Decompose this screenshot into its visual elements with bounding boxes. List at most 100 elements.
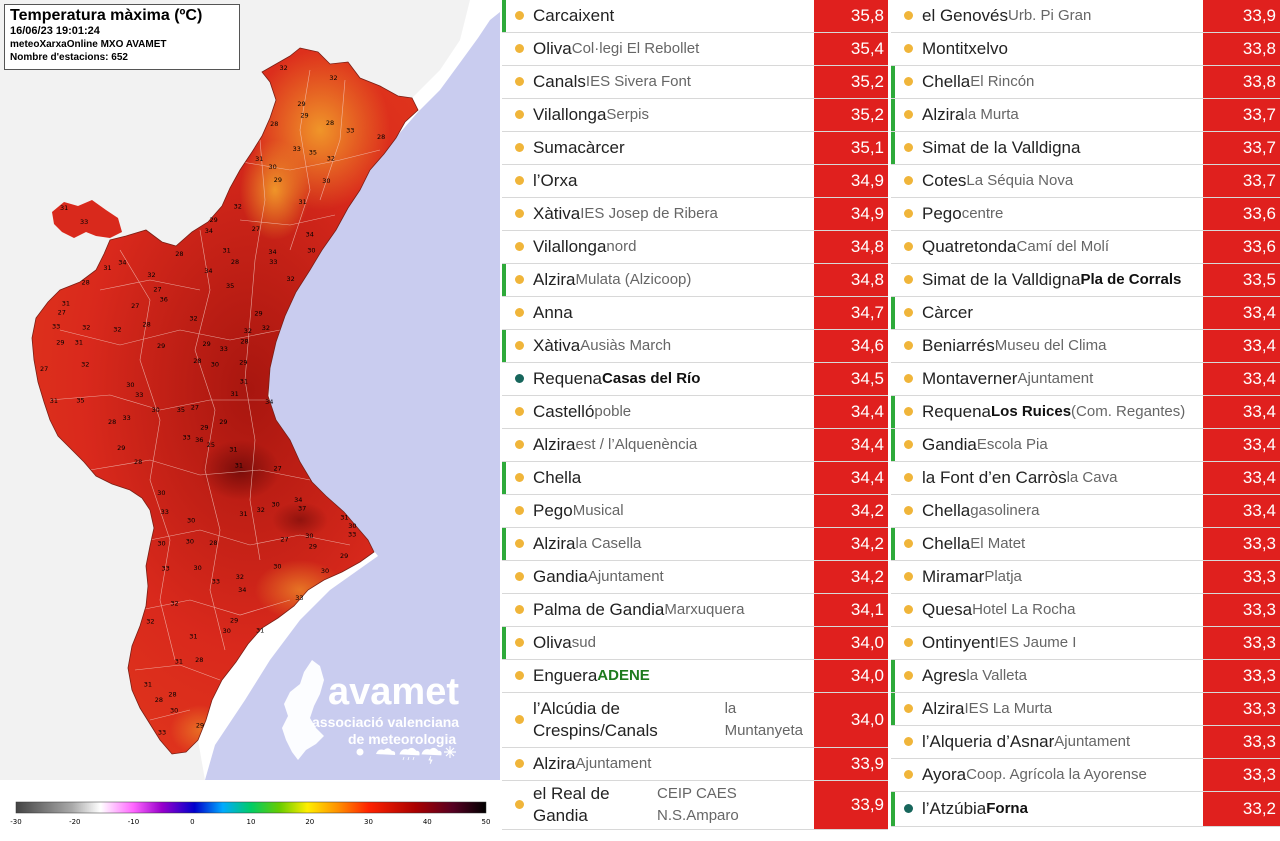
station-row[interactable]: l’Orxa 34,9 <box>502 165 888 198</box>
station-value-label: 29 <box>203 340 211 348</box>
station-name-cell: Cotes La Séquia Nova <box>891 165 1203 197</box>
station-value-label: 34 <box>238 586 246 594</box>
station-row[interactable]: Requena Casas del Río 34,5 <box>502 363 888 396</box>
station-row[interactable]: Requena Los Ruices (Com. Regantes) 33,4 <box>891 396 1280 429</box>
station-row[interactable]: Carcaixent 35,8 <box>502 0 888 33</box>
station-row[interactable]: Vilallonga nord 34,8 <box>502 231 888 264</box>
station-name: Xàtiva <box>533 204 581 223</box>
station-value-label: 29 <box>230 616 238 624</box>
station-name: Chella <box>922 72 971 91</box>
station-row[interactable]: Alzira est / l’Alquenència 34,4 <box>502 429 888 462</box>
station-row[interactable]: Quesa Hotel La Rocha 33,3 <box>891 594 1280 627</box>
station-row[interactable]: Ayora Coop. Agrícola la Ayorense 33,3 <box>891 759 1280 792</box>
station-value-label: 31 <box>255 155 263 163</box>
station-row[interactable]: la Font d’en Carròs la Cava 33,4 <box>891 462 1280 495</box>
station-row[interactable]: Alzira la Casella 34,2 <box>502 528 888 561</box>
station-row[interactable]: Simat de la Valldigna 33,7 <box>891 132 1280 165</box>
station-row[interactable]: Agres la Valleta 33,3 <box>891 660 1280 693</box>
station-row[interactable]: Chella 34,4 <box>502 462 888 495</box>
temperature-value: 35,4 <box>814 33 888 65</box>
station-row[interactable]: Ontinyent IES Jaume I 33,3 <box>891 627 1280 660</box>
station-row[interactable]: Montaverner Ajuntament 33,4 <box>891 363 1280 396</box>
station-name: Alzira <box>533 270 576 289</box>
station-name-cell: Alzira IES La Murta <box>891 693 1203 725</box>
temperature-value: 33,6 <box>1203 231 1280 263</box>
station-row[interactable]: Chella El Matet 33,3 <box>891 528 1280 561</box>
station-value-label: 28 <box>209 539 217 547</box>
station-row[interactable]: Vilallonga Serpis 35,2 <box>502 99 888 132</box>
station-row[interactable]: Anna 34,7 <box>502 297 888 330</box>
station-status-dot-icon <box>904 538 913 548</box>
station-row[interactable]: Montitxelvo 33,8 <box>891 33 1280 66</box>
station-row[interactable]: Palma de Gandia Marxuquera 34,1 <box>502 594 888 627</box>
station-row[interactable]: Beniarrés Museu del Clima 33,4 <box>891 330 1280 363</box>
station-status-dot-icon <box>515 439 524 449</box>
station-subname: CEIP CAES N.S.Amparo <box>657 785 739 824</box>
weather-icons <box>356 746 456 765</box>
temperature-value: 34,5 <box>814 363 888 395</box>
scale-tick-label: 10 <box>247 818 256 826</box>
temperature-value: 33,7 <box>1203 99 1280 131</box>
station-row[interactable]: Xàtiva Ausiàs March 34,6 <box>502 330 888 363</box>
station-row[interactable]: Castelló poble 34,4 <box>502 396 888 429</box>
station-row[interactable]: el Real de Gandia CEIP CAES N.S.Amparo 33… <box>502 781 888 830</box>
station-row[interactable]: Cotes La Séquia Nova 33,7 <box>891 165 1280 198</box>
station-value-label: 33 <box>293 145 301 153</box>
station-status-dot-icon <box>515 670 524 680</box>
temperature-value: 33,6 <box>1203 198 1280 230</box>
station-value-label: 34 <box>118 258 126 266</box>
station-value-label: 32 <box>327 155 335 163</box>
station-row[interactable]: Canals IES Sivera Font 35,2 <box>502 66 888 99</box>
station-row[interactable]: el Genovés Urb. Pi Gran 33,9 <box>891 0 1280 33</box>
station-value-label: 29 <box>219 418 227 426</box>
station-row[interactable]: Gandia Escola Pia 33,4 <box>891 429 1280 462</box>
station-subname: Escola Pia <box>976 436 1048 453</box>
station-row[interactable]: Alzira la Murta 33,7 <box>891 99 1280 132</box>
station-name-cell: l’Atzúbia Forna <box>891 792 1203 826</box>
scale-tick-label: -10 <box>128 818 139 826</box>
station-status-dot-icon <box>515 799 524 809</box>
station-name-cell: l’Orxa <box>502 165 814 197</box>
station-row[interactable]: l’Alqueria d’Asnar Ajuntament 33,3 <box>891 726 1280 759</box>
station-status-dot-icon <box>515 604 524 614</box>
station-row[interactable]: Pego centre 33,6 <box>891 198 1280 231</box>
brand-line-1: associació valenciana <box>312 714 459 730</box>
station-value-label: 34 <box>205 227 213 235</box>
station-row[interactable]: Gandia Ajuntament 34,2 <box>502 561 888 594</box>
station-row[interactable]: Alzira Ajuntament 33,9 <box>502 748 888 781</box>
station-row[interactable]: Xàtiva IES Josep de Ribera 34,9 <box>502 198 888 231</box>
station-row[interactable]: Alzira Mulata (Alzicoop) 34,8 <box>502 264 888 297</box>
temperature-value: 34,7 <box>814 297 888 329</box>
station-subname: Coop. Agrícola la Ayorense <box>966 766 1147 783</box>
station-status-dot-icon <box>515 307 524 317</box>
scale-tick-label: 50 <box>482 818 491 826</box>
temperature-value: 34,6 <box>814 330 888 362</box>
station-row[interactable]: Pego Musical 34,2 <box>502 495 888 528</box>
station-row[interactable]: Oliva sud 34,0 <box>502 627 888 660</box>
station-status-dot-icon <box>515 109 524 119</box>
station-row[interactable]: Chella gasolinera 33,4 <box>891 495 1280 528</box>
station-name-cell: Oliva Col·legi El Rebollet <box>502 33 814 65</box>
station-value-label: 30 <box>273 563 281 571</box>
station-row[interactable]: Oliva Col·legi El Rebollet 35,4 <box>502 33 888 66</box>
station-row[interactable]: Enguera ADENE 34,0 <box>502 660 888 693</box>
station-status-dot-icon <box>515 142 524 152</box>
temperature-value: 35,2 <box>814 66 888 98</box>
station-row[interactable]: Simat de la Valldigna Pla de Corrals 33,5 <box>891 264 1280 297</box>
station-row[interactable]: l’Alcúdia de Crespins/Canals la Muntanye… <box>502 693 888 748</box>
station-value-label: 27 <box>153 286 161 294</box>
station-row[interactable]: Quatretonda Camí del Molí 33,6 <box>891 231 1280 264</box>
station-name-cell: Chella <box>502 462 814 494</box>
station-value-label: 30 <box>194 564 202 572</box>
station-row[interactable]: Càrcer 33,4 <box>891 297 1280 330</box>
station-status-dot-icon <box>515 241 524 251</box>
station-name: la Font d’en Carròs <box>922 468 1067 487</box>
station-row[interactable]: Miramar Platja 33,3 <box>891 561 1280 594</box>
station-name: Montaverner <box>922 369 1018 388</box>
station-value-label: 31 <box>235 461 243 469</box>
station-row[interactable]: Sumacàrcer 35,1 <box>502 132 888 165</box>
station-name-cell: Agres la Valleta <box>891 660 1203 692</box>
station-row[interactable]: Chella El Rincón 33,8 <box>891 66 1280 99</box>
station-row[interactable]: Alzira IES La Murta 33,3 <box>891 693 1280 726</box>
station-row[interactable]: l’Atzúbia Forna 33,2 <box>891 792 1280 827</box>
